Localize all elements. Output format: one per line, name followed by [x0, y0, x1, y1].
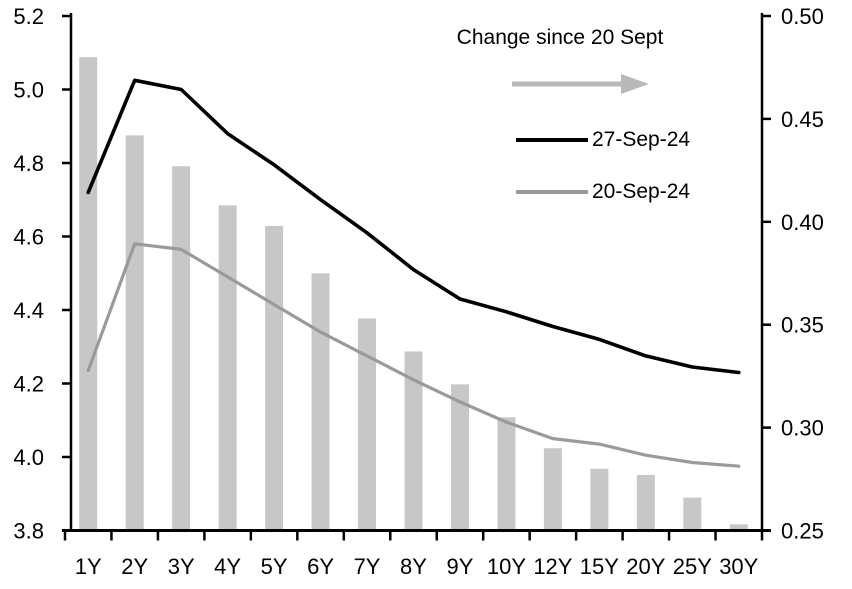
right-axis-tick-label: 0.35 — [781, 313, 824, 338]
bar-7Y — [358, 318, 377, 531]
bar-12Y — [543, 448, 562, 531]
right-axis-tick-label: 0.30 — [781, 416, 824, 441]
x-axis-category-label: 1Y — [75, 554, 102, 579]
bar-2Y — [125, 135, 144, 531]
x-axis-category-label: 8Y — [400, 554, 427, 579]
legend-line-swatch-20sep — [516, 190, 588, 194]
x-axis-category-label: 10Y — [487, 554, 526, 579]
left-axis-tick-label: 4.4 — [13, 298, 44, 323]
x-axis-category-label: 12Y — [533, 554, 572, 579]
bar-8Y — [404, 351, 423, 531]
bar-20Y — [636, 474, 655, 531]
bar-3Y — [172, 166, 191, 531]
right-axis-tick-label: 0.40 — [781, 210, 824, 235]
x-axis-category-label: 2Y — [121, 554, 148, 579]
left-axis-tick-label: 4.8 — [13, 151, 44, 176]
left-axis-tick-label: 4.6 — [13, 225, 44, 250]
x-axis-category-label: 4Y — [214, 554, 241, 579]
right-axis-tick-label: 0.45 — [781, 107, 824, 132]
bar-10Y — [497, 417, 516, 531]
line-series-20-Sep-24 — [86, 242, 741, 468]
legend-line-swatch-27sep — [516, 138, 588, 142]
line-series-27-Sep-24 — [86, 78, 741, 375]
x-axis-category-label: 20Y — [626, 554, 665, 579]
x-axis-category-label: 9Y — [447, 554, 474, 579]
left-axis-tick-label: 5.0 — [13, 78, 44, 103]
left-axis-tick-label: 5.2 — [13, 4, 44, 29]
x-axis-category-label: 5Y — [261, 554, 288, 579]
left-axis-tick-label: 3.8 — [13, 519, 44, 544]
bar-5Y — [265, 225, 284, 531]
bar-9Y — [450, 384, 469, 531]
x-axis-category-label: 15Y — [580, 554, 619, 579]
bar-15Y — [590, 468, 609, 531]
left-axis-tick-label: 4.2 — [13, 372, 44, 397]
x-axis-category-label: 30Y — [719, 554, 758, 579]
left-axis-tick-label: 4.0 — [13, 445, 44, 470]
bar-1Y — [79, 57, 98, 531]
legend-label-20sep: 20-Sep-24 — [592, 180, 691, 203]
right-axis-tick-label: 0.50 — [781, 4, 824, 29]
x-axis-category-label: 25Y — [673, 554, 712, 579]
x-axis-category-label: 7Y — [354, 554, 381, 579]
bar-30Y — [729, 524, 748, 531]
bar-25Y — [683, 497, 702, 531]
right-axis-tick-label: 0.25 — [781, 519, 824, 544]
legend-label-27sep: 27-Sep-24 — [592, 128, 691, 151]
x-axis-category-label: 3Y — [168, 554, 195, 579]
x-axis-category-label: 6Y — [307, 554, 334, 579]
bar-6Y — [311, 273, 330, 531]
bar-4Y — [218, 205, 237, 531]
right-arrow-icon — [512, 74, 649, 94]
legend-title: Change since 20 Sept — [456, 26, 664, 49]
